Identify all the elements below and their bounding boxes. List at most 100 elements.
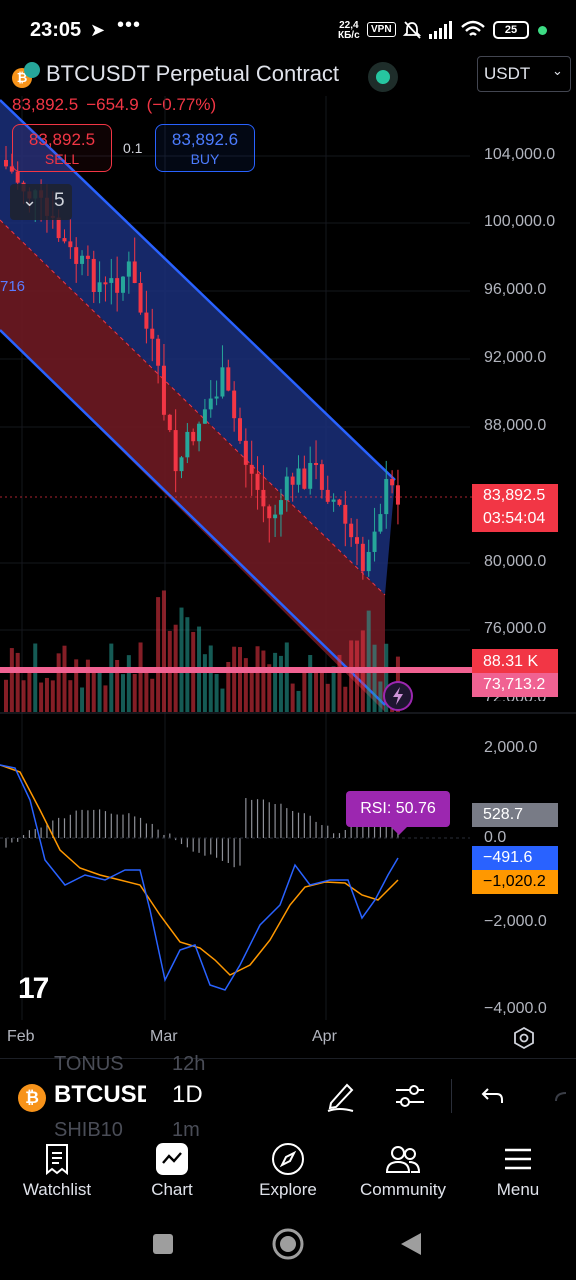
candle-body	[185, 431, 190, 458]
redo-icon[interactable]	[552, 1079, 576, 1113]
candle-body	[366, 551, 371, 572]
nav-watchlist[interactable]: Watchlist	[2, 1142, 112, 1200]
price-axis-label: 76,000.0	[484, 620, 547, 637]
candle-body	[191, 431, 196, 442]
osc-axis-label: 0.0	[484, 829, 507, 846]
sell-button[interactable]: 83,892.5 SELL	[12, 124, 112, 172]
candle-body	[220, 367, 225, 397]
candle-body	[138, 283, 143, 313]
volume-bar	[273, 652, 278, 712]
candle-body	[91, 258, 96, 292]
price-axis-label: 92,000.0	[484, 349, 547, 366]
candle-body	[68, 241, 73, 248]
more-notifications-icon: •••	[117, 14, 142, 36]
osc-axis-label: 2,000.0	[484, 739, 538, 756]
nav-menu[interactable]: Menu	[463, 1142, 573, 1200]
draw-pencil-icon[interactable]	[325, 1079, 357, 1113]
volume-bar	[68, 680, 73, 712]
sell-label: SELL	[44, 151, 80, 167]
community-icon	[385, 1146, 421, 1173]
volume-bar	[349, 640, 354, 712]
candle-body	[156, 338, 161, 366]
recents-icon[interactable]	[151, 1232, 175, 1256]
volume-bar	[85, 659, 90, 712]
menu-icon	[505, 1148, 531, 1170]
nav-chart[interactable]: Chart	[117, 1142, 227, 1200]
candle-body	[296, 468, 301, 485]
channel-lower-line	[0, 329, 386, 706]
interval-picker-ghost: 1m	[172, 1119, 200, 1141]
volume-bar	[366, 610, 371, 712]
chart-settings-icon[interactable]	[512, 1026, 536, 1050]
volume-bar	[179, 607, 184, 712]
channel-upper-fill	[0, 100, 395, 595]
toolbar-divider	[451, 1079, 452, 1113]
channel-partial-label: 716	[0, 278, 26, 295]
volume-bar	[232, 646, 237, 712]
signal-icon	[429, 21, 452, 39]
volume-bar	[372, 644, 377, 712]
volume-bar	[255, 646, 260, 712]
network-speed-unit: КБ/с	[338, 30, 360, 41]
candle-body	[132, 261, 137, 284]
price-summary: 83,892.5 −654.9 (−0.77%)	[12, 95, 224, 115]
candle-body	[378, 514, 383, 532]
exchange-icon	[24, 62, 40, 78]
macd-tag: −491.6	[472, 846, 558, 870]
candle-body	[85, 255, 90, 259]
volume-bar	[278, 655, 283, 712]
symbol-selector[interactable]: BTCUSDT	[54, 1081, 146, 1108]
candle-body	[331, 499, 336, 502]
volume-bar	[308, 655, 313, 712]
indicators-count: 5	[54, 190, 65, 211]
volume-bar	[337, 654, 342, 712]
back-icon[interactable]	[399, 1231, 423, 1257]
symbol-title[interactable]: BTCUSDT Perpetual Contract	[46, 61, 340, 86]
lightning-icon[interactable]	[382, 680, 414, 712]
indicators-sliders-icon[interactable]	[394, 1079, 426, 1113]
nav-community[interactable]: Community	[348, 1142, 458, 1200]
candle-body	[56, 217, 61, 239]
indicators-toggle[interactable]: ⌄ 5	[10, 184, 72, 220]
rsi-badge[interactable]: RSI: 50.76	[346, 791, 450, 835]
buy-button[interactable]: 83,892.6 BUY	[155, 124, 255, 172]
chart-icon	[156, 1143, 188, 1175]
time-axis-label: Feb	[7, 1028, 35, 1045]
candle-body	[109, 278, 114, 283]
volume-bar	[325, 683, 330, 712]
tradingview-logo: 17	[18, 972, 49, 1005]
volume-bars	[4, 590, 400, 712]
volume-bar	[220, 688, 225, 712]
volume-bar	[238, 647, 242, 712]
system-navigation	[0, 1216, 576, 1280]
price-chart[interactable]	[0, 96, 576, 1058]
order-quantity[interactable]: 0.1	[123, 140, 143, 156]
interval-selector[interactable]: 1D	[172, 1081, 203, 1108]
volume-bar	[56, 653, 61, 712]
buy-label: BUY	[190, 151, 220, 167]
candle-body	[150, 328, 155, 339]
volume-bar	[319, 671, 324, 712]
candle-body	[121, 276, 125, 293]
candle-body	[261, 489, 266, 507]
level-tag: 73,713.2	[472, 673, 558, 697]
currency-dropdown[interactable]: USDT ⌄	[477, 56, 571, 92]
volume-bar	[226, 661, 231, 712]
symbol-header[interactable]: ₿ BTCUSDT Perpetual Contract	[0, 56, 576, 92]
candle-body	[144, 312, 149, 329]
nav-explore[interactable]: Explore	[233, 1142, 343, 1200]
volume-bar	[80, 687, 85, 712]
volume-bar	[109, 643, 114, 712]
undo-icon[interactable]	[480, 1079, 508, 1113]
bar-countdown: 03:54:04	[483, 510, 546, 527]
candle-body	[15, 171, 20, 183]
price-change: −654.9	[86, 95, 139, 114]
telegram-icon: ➤	[90, 20, 106, 40]
home-icon[interactable]	[271, 1227, 305, 1261]
volume-bar	[331, 666, 336, 712]
market-open-indicator[interactable]	[368, 62, 398, 92]
candle-body	[360, 543, 365, 572]
bottom-navigation: Watchlist Chart Explore Community Menu	[0, 1136, 576, 1216]
battery-indicator: 25	[493, 21, 529, 39]
volume-tag: 88.31 K	[472, 649, 558, 675]
